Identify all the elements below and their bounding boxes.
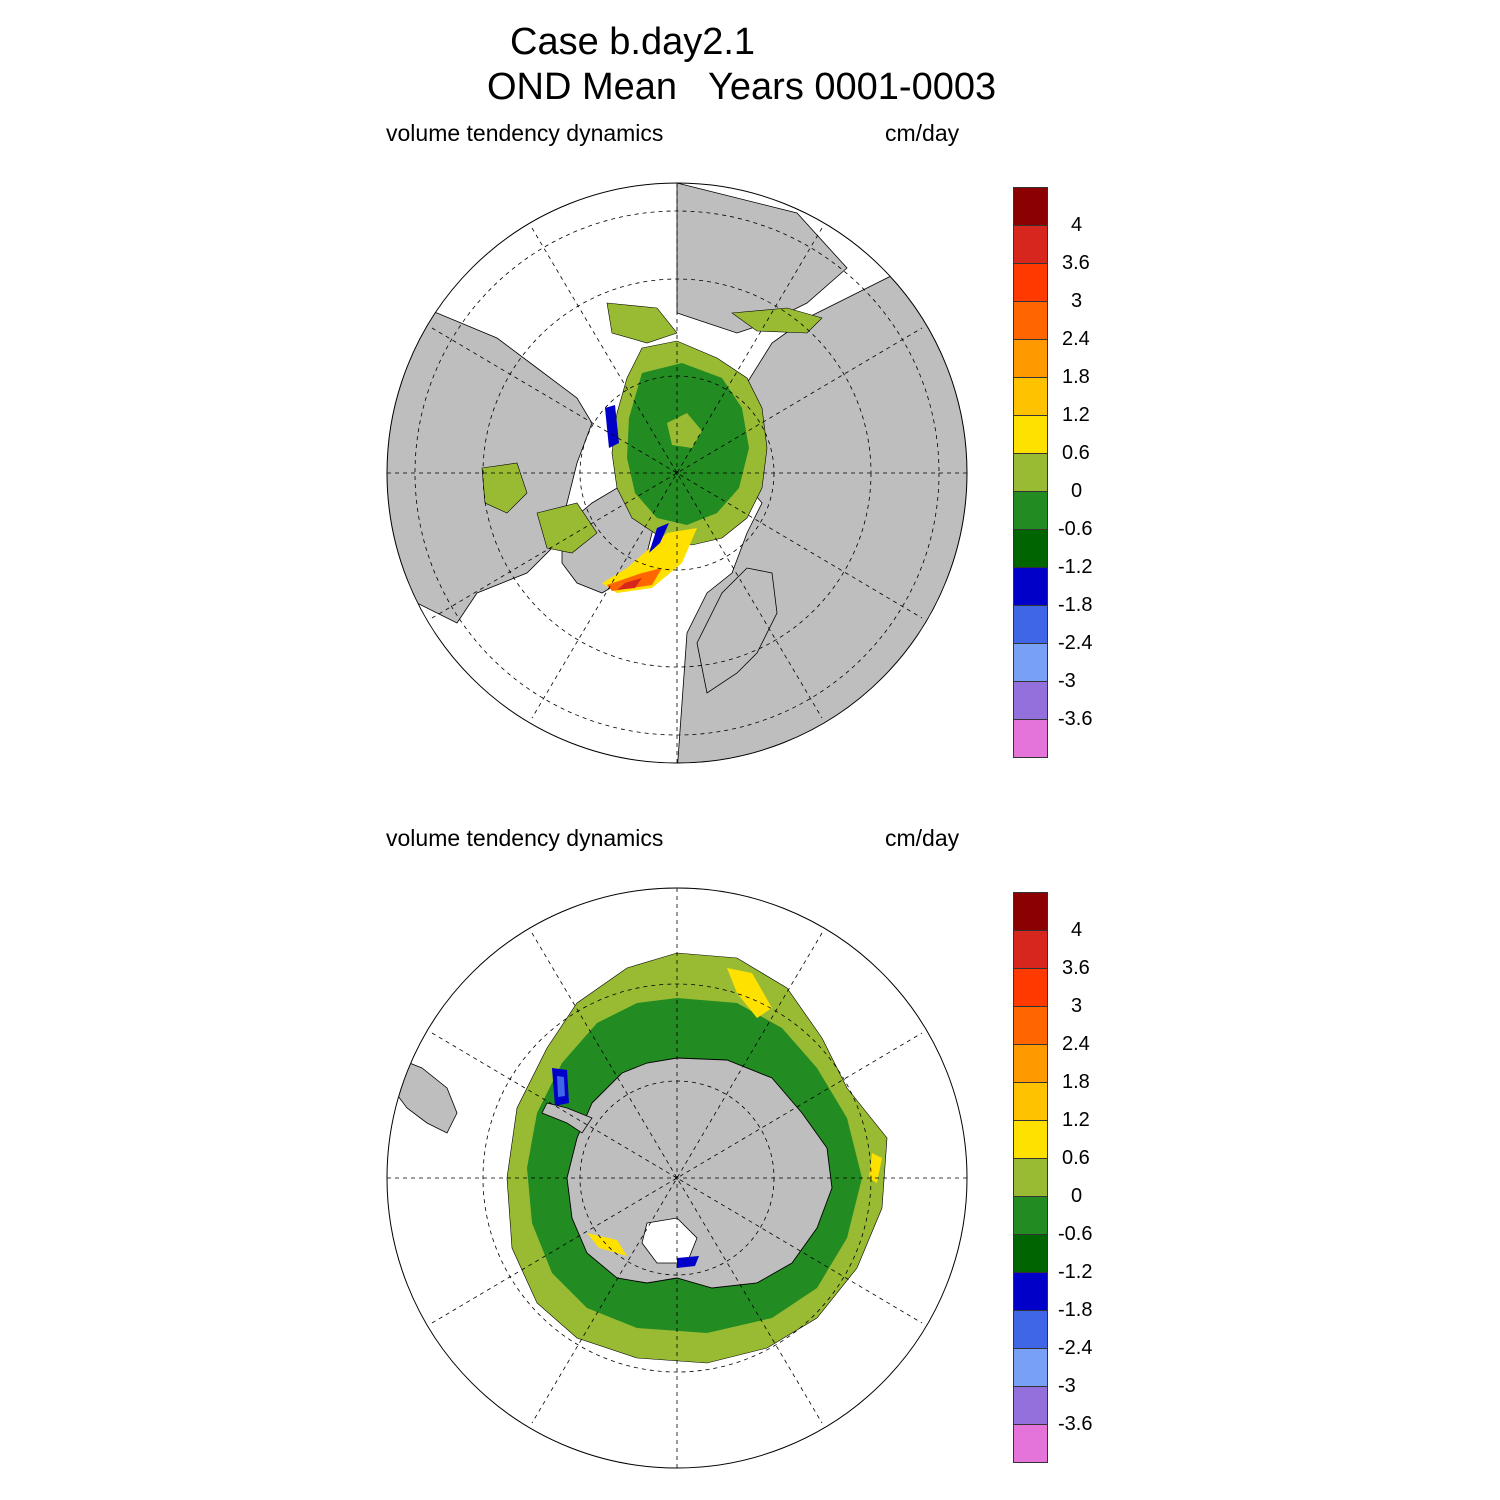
colorbar-tick-label: -0.6 xyxy=(1058,1223,1093,1245)
colorbar-tick-label: 3 xyxy=(1071,290,1083,312)
south-polar-map xyxy=(386,887,968,1469)
colorbar-swatch xyxy=(1013,377,1048,415)
north-left-label: volume tendency dynamics xyxy=(386,120,664,146)
fram-strait-hot xyxy=(607,568,662,591)
colorbar-tick-label: 1.2 xyxy=(1062,404,1090,426)
negative-edge-band xyxy=(649,523,669,553)
colorbar-swatch xyxy=(1013,1386,1048,1424)
colorbar-tick-label: -0.6 xyxy=(1058,518,1093,540)
ice-highlight-yellow-ne xyxy=(727,968,772,1018)
colorbar-tick-label: -2.4 xyxy=(1058,632,1093,654)
colorbar-swatch xyxy=(1013,892,1048,930)
colorbar-tick-label: -1.2 xyxy=(1058,1261,1093,1283)
colorbar-swatch xyxy=(1013,1006,1048,1044)
arctic-ice-inner xyxy=(667,413,702,448)
weddell-edge-band xyxy=(587,1233,627,1256)
colorbar-tick-label: 0 xyxy=(1071,1185,1083,1207)
okhotsk-ice xyxy=(731,307,823,334)
colorbar-swatch xyxy=(1013,529,1048,567)
fram-strait-band xyxy=(602,528,697,593)
colorbar-tick-label: 2.4 xyxy=(1062,328,1090,350)
colorbar-swatch xyxy=(1013,415,1048,453)
colorbar-swatch xyxy=(1013,1234,1048,1272)
baffin-ice xyxy=(536,502,598,554)
figure-title-line1: Case b.day2.1 xyxy=(510,21,756,63)
colorbar-tick-label: 0.6 xyxy=(1062,1147,1090,1169)
colorbar-tick-label: 2.4 xyxy=(1062,1033,1090,1055)
colorbar-tick-label: 4 xyxy=(1071,919,1083,941)
colorbar-swatch xyxy=(1013,1082,1048,1120)
colorbar-tick-label: -3 xyxy=(1058,670,1076,692)
colorbar-swatch xyxy=(1013,1196,1048,1234)
scandinavia-land xyxy=(696,567,778,694)
north-colorbar xyxy=(1013,187,1048,758)
colorbar-swatch xyxy=(1013,491,1048,529)
colorbar-swatch xyxy=(1013,1348,1048,1386)
colorbar-tick-label: 3.6 xyxy=(1062,957,1090,979)
north-map-boundary xyxy=(386,182,968,764)
north-graticule xyxy=(387,183,967,763)
colorbar-tick-label: 4 xyxy=(1071,214,1083,236)
colorbar-tick-label: -2.4 xyxy=(1058,1337,1093,1359)
ice-negative-west-core xyxy=(557,1076,565,1097)
colorbar-tick-label: -1.8 xyxy=(1058,1299,1093,1321)
south-colorbar xyxy=(1013,892,1048,1463)
colorbar-swatch xyxy=(1013,1272,1048,1310)
south-map-boundary xyxy=(386,887,968,1469)
south-right-label: cm/day xyxy=(885,825,960,851)
ice-highlight-yellow-e xyxy=(869,1153,882,1183)
colorbar-swatch xyxy=(1013,1120,1048,1158)
colorbar-tick-label: -3.6 xyxy=(1058,708,1093,730)
colorbar-swatch xyxy=(1013,453,1048,491)
bering-ice xyxy=(606,302,678,344)
colorbar-swatch xyxy=(1013,1424,1048,1463)
colorbar-swatch xyxy=(1013,643,1048,681)
colorbar-swatch xyxy=(1013,968,1048,1006)
colorbar-swatch xyxy=(1013,1044,1048,1082)
south-left-label: volume tendency dynamics xyxy=(386,825,664,851)
colorbar-swatch xyxy=(1013,263,1048,301)
ross-negative-band xyxy=(677,1256,699,1268)
colorbar-tick-label: 1.8 xyxy=(1062,366,1090,388)
colorbar-swatch xyxy=(1013,681,1048,719)
colorbar-tick-label: -3 xyxy=(1058,1375,1076,1397)
colorbar-swatch xyxy=(1013,930,1048,968)
fram-strait-peak xyxy=(617,578,642,590)
figure-title-line2: OND Mean Years 0001-0003 xyxy=(487,66,997,108)
colorbar-swatch xyxy=(1013,225,1048,263)
antarctic-peninsula-land xyxy=(541,1102,593,1134)
north-right-label: cm/day xyxy=(885,120,960,146)
colorbar-tick-label: -3.6 xyxy=(1058,1413,1093,1435)
colorbar-swatch xyxy=(1013,1310,1048,1348)
colorbar-tick-label: 0 xyxy=(1071,480,1083,502)
colorbar-tick-label: 0.6 xyxy=(1062,442,1090,464)
colorbar-swatch xyxy=(1013,339,1048,377)
colorbar-swatch xyxy=(1013,301,1048,339)
colorbar-swatch xyxy=(1013,567,1048,605)
colorbar-tick-label: 3 xyxy=(1071,995,1083,1017)
south-graticule xyxy=(387,888,967,1468)
colorbar-tick-label: -1.8 xyxy=(1058,594,1093,616)
north-polar-map xyxy=(386,182,968,764)
colorbar-tick-label: -1.2 xyxy=(1058,556,1093,578)
colorbar-tick-label: 1.8 xyxy=(1062,1071,1090,1093)
colorbar-swatch xyxy=(1013,1158,1048,1196)
colorbar-swatch xyxy=(1013,187,1048,225)
colorbar-tick-label: 1.2 xyxy=(1062,1109,1090,1131)
negative-edge-band-2 xyxy=(605,405,619,448)
colorbar-tick-label: 3.6 xyxy=(1062,252,1090,274)
colorbar-swatch xyxy=(1013,605,1048,643)
colorbar-swatch xyxy=(1013,719,1048,758)
